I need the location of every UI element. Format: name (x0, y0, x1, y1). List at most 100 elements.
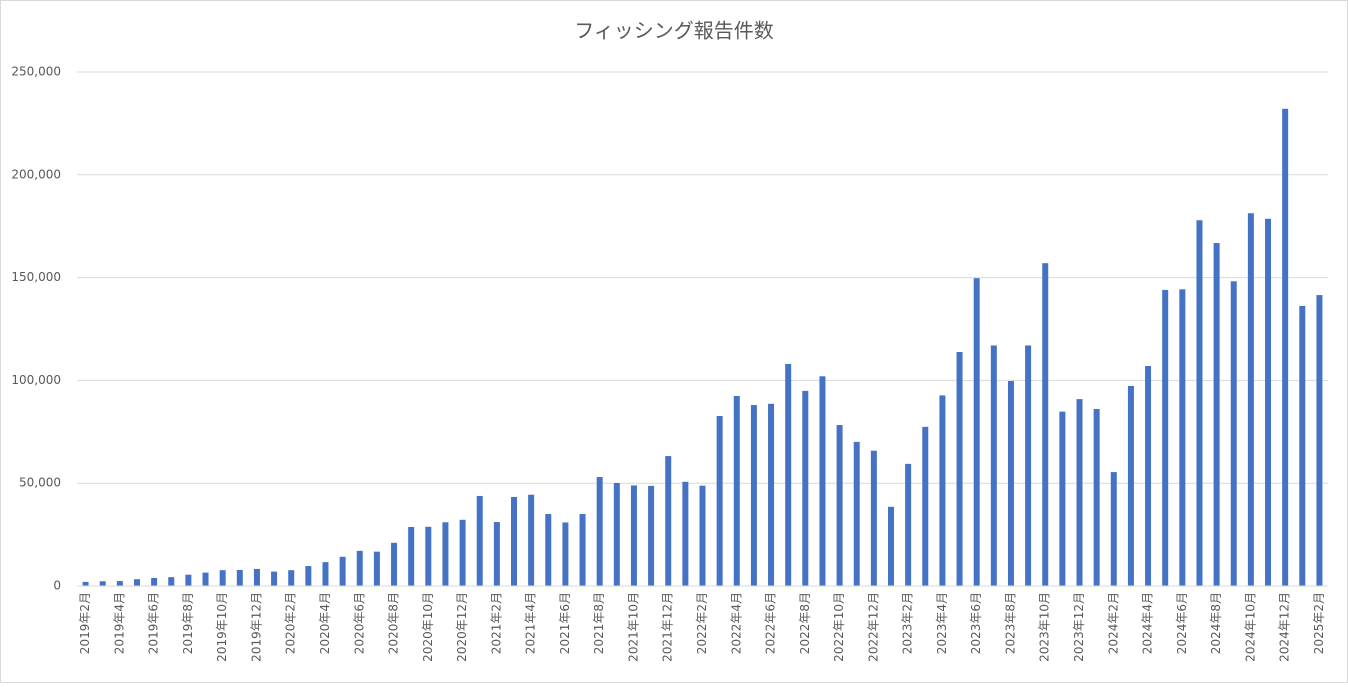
bar (185, 574, 192, 586)
bar (545, 514, 552, 586)
bar (1025, 345, 1032, 586)
bar (716, 415, 723, 586)
bar (151, 577, 158, 586)
bar (630, 485, 637, 586)
x-tick-label: 2019年8月 (181, 592, 195, 654)
bar (236, 569, 243, 586)
x-tick-label: 2019年6月 (147, 592, 161, 654)
bar (613, 482, 620, 586)
bar (870, 450, 877, 586)
bar (133, 579, 140, 586)
bar (1316, 295, 1323, 586)
bar (391, 542, 398, 586)
bar (768, 403, 775, 586)
y-tick-label: 150,000 (11, 270, 61, 284)
bar (699, 485, 706, 586)
bar (596, 477, 603, 586)
bar (1196, 220, 1203, 586)
x-tick-label: 2024年6月 (1175, 592, 1189, 654)
x-tick-label: 2022年10月 (832, 592, 846, 662)
y-tick-label: 200,000 (11, 167, 61, 181)
bar (836, 425, 843, 586)
x-tick-label: 2023年6月 (969, 592, 983, 654)
bar (802, 390, 809, 586)
x-tick-label: 2024年10月 (1243, 592, 1257, 662)
x-tick-label: 2022年6月 (764, 592, 778, 654)
bar (1007, 381, 1014, 586)
bar (1110, 472, 1117, 586)
bar (528, 494, 535, 586)
bar (339, 556, 346, 586)
x-tick-label: 2023年10月 (1038, 592, 1052, 662)
y-tick-label: 0 (53, 579, 61, 593)
bar (459, 519, 466, 586)
bar (750, 405, 757, 586)
bar (973, 278, 980, 586)
x-tick-label: 2021年4月 (524, 592, 538, 654)
bar (785, 363, 792, 586)
bar (648, 485, 655, 586)
x-tick-label: 2025年2月 (1312, 592, 1326, 654)
x-tick-label: 2021年2月 (489, 592, 503, 654)
bar (476, 495, 483, 586)
bar (322, 562, 329, 586)
x-tick-label: 2022年8月 (798, 592, 812, 654)
bar (408, 526, 415, 586)
bar (99, 581, 106, 586)
bar (888, 506, 895, 586)
x-tick-label: 2022年2月 (695, 592, 709, 654)
bar (939, 395, 946, 586)
bar (1059, 411, 1066, 586)
bar (288, 570, 295, 586)
bar (510, 496, 517, 586)
bar (853, 441, 860, 586)
bar (1162, 289, 1169, 586)
x-tick-label: 2020年8月 (387, 592, 401, 654)
x-tick-label: 2022年4月 (729, 592, 743, 654)
x-tick-label: 2021年8月 (592, 592, 606, 654)
bar (682, 481, 689, 586)
x-tick-label: 2023年4月 (935, 592, 949, 654)
bar (1145, 366, 1152, 586)
bar (1179, 289, 1186, 586)
bar (493, 522, 500, 586)
bar (665, 456, 672, 586)
bar (990, 345, 997, 586)
x-tick-label: 2024年8月 (1209, 592, 1223, 654)
bar (1247, 213, 1254, 586)
x-tick-label: 2019年10月 (215, 592, 229, 662)
y-tick-label: 100,000 (11, 373, 61, 387)
bar (442, 522, 449, 586)
bar (562, 522, 569, 586)
x-tick-label: 2024年4月 (1141, 592, 1155, 654)
x-tick-label: 2024年12月 (1278, 592, 1292, 662)
bar (1299, 305, 1306, 586)
bar (305, 566, 312, 586)
bar (1042, 263, 1049, 586)
bar (733, 396, 740, 586)
bar (425, 526, 432, 586)
bar (82, 581, 89, 586)
x-tick-label: 2023年2月 (901, 592, 915, 654)
bar (1265, 218, 1272, 586)
y-tick-label: 50,000 (19, 476, 61, 490)
bar (1093, 408, 1100, 586)
bar (219, 570, 226, 586)
bar (1076, 399, 1083, 586)
bar (1230, 281, 1237, 586)
bar (956, 352, 963, 586)
x-tick-label: 2020年12月 (455, 592, 469, 662)
bar (271, 571, 278, 586)
bar (579, 514, 586, 586)
bar (373, 551, 380, 586)
bar (1213, 243, 1220, 586)
x-tick-label: 2019年12月 (249, 592, 263, 662)
x-tick-label: 2021年10月 (626, 592, 640, 662)
y-tick-label: 250,000 (11, 65, 61, 79)
bar (202, 572, 209, 586)
x-tick-label: 2019年4月 (112, 592, 126, 654)
bar (253, 568, 260, 586)
bar (116, 581, 123, 586)
